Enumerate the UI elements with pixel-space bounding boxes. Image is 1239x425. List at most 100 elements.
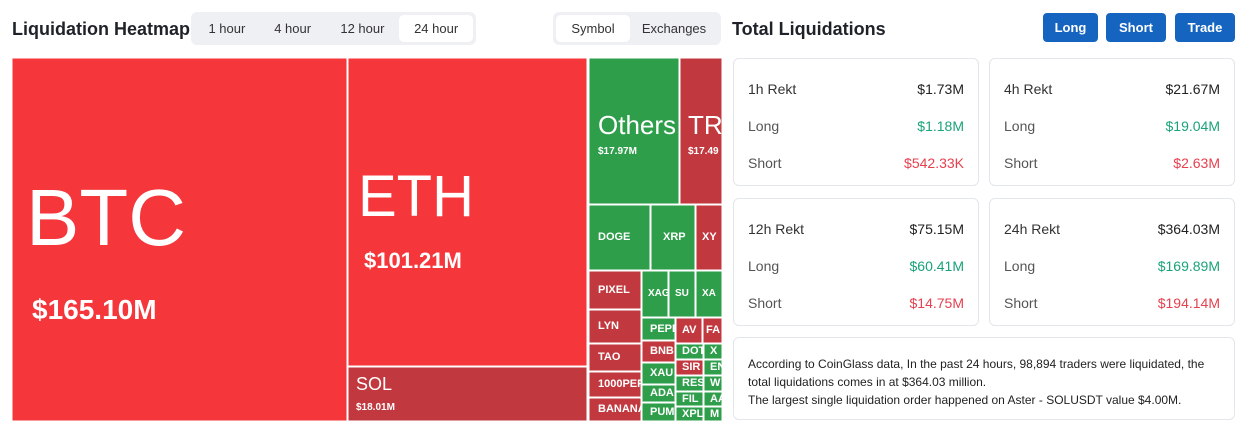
tile: BTC $165.10M [12, 58, 347, 421]
tile: TAO [589, 344, 641, 371]
tile-symbol: XPL [682, 407, 703, 420]
tile-value: $17.49 [688, 146, 719, 157]
tile-symbol: TR [688, 110, 722, 140]
button[interactable]: Short [1106, 13, 1166, 42]
tile: Others $17.97M [589, 58, 679, 204]
button[interactable]: Long [1043, 13, 1098, 42]
row-value: $1.73M [917, 81, 964, 97]
tile-symbol: TAO [598, 351, 621, 363]
tile-symbol: M [710, 407, 720, 420]
tile: SOL $18.01M [348, 367, 587, 421]
tile: AA [704, 392, 722, 406]
tile-symbol: PUM [650, 405, 675, 418]
view-tabs: Symbol Exchanges [553, 12, 721, 45]
tile: M [704, 407, 722, 421]
tile-symbol: X [710, 345, 718, 357]
tile-value: $17.97M [598, 146, 637, 157]
time-tabs: 1 hour 4 hour 12 hour 24 hour [191, 12, 476, 45]
tile: XRP [651, 205, 695, 270]
stat-card: 24h Rekt $364.03M Long $169.89M Short $194.14… [989, 198, 1235, 326]
note-text: The largest single liquidation order hap… [748, 393, 1182, 407]
tile-value: $101.21M [364, 248, 462, 273]
tile: DOT [676, 344, 703, 359]
tile-symbol: BNB [650, 345, 674, 357]
tile: ADA [642, 385, 675, 402]
row-label: Long [1004, 258, 1036, 274]
tile: DOGE [589, 205, 650, 270]
button[interactable]: Trade [1175, 13, 1235, 42]
tile-symbol: ETH [358, 164, 474, 229]
view-tab[interactable]: Exchanges [641, 21, 707, 36]
tile-symbol: XAU [650, 367, 674, 379]
tile-symbol: SIR [682, 361, 701, 373]
tile: PEPE [642, 318, 675, 340]
tile-symbol: BANANA [598, 403, 641, 415]
tile-symbol: FIL [682, 392, 699, 405]
tile-symbol: DOT [682, 345, 703, 357]
tile-symbol: FA [706, 324, 721, 336]
tile-symbol: RES [682, 377, 703, 389]
row-label: 12h Rekt [748, 221, 805, 237]
tile-symbol: PEPE [650, 322, 675, 335]
tile: PIXEL [589, 271, 641, 309]
tile-symbol: 1000PEP [598, 378, 641, 390]
tile: XY [696, 205, 722, 270]
tile: SU [669, 271, 695, 317]
tile: W [704, 376, 722, 391]
row-value: $21.67M [1165, 81, 1220, 97]
tile-symbol: XAG [648, 288, 668, 299]
row-value: $60.41M [909, 258, 964, 274]
tile-symbol: Others [598, 110, 677, 140]
row-value: $19.04M [1165, 118, 1220, 134]
stat-card: 12h Rekt $75.15M Long $60.41M Short $14.75M [733, 198, 979, 326]
tile-symbol: AV [682, 324, 697, 336]
tile-symbol: XA [702, 288, 716, 299]
tile: RES [676, 376, 703, 391]
tile-value: $18.01M [356, 402, 395, 413]
tile-symbol: BTC [26, 173, 186, 262]
time-tab[interactable]: 12 hour [340, 21, 385, 36]
tile-symbol: ADA [650, 387, 674, 399]
tile: XAG [642, 271, 668, 317]
time-tab[interactable]: 24 hour [399, 15, 473, 42]
row-value: $1.18M [917, 118, 964, 134]
tile: PUM [642, 403, 675, 421]
tile: XA [696, 271, 722, 317]
row-value: $194.14M [1157, 295, 1220, 311]
view-tab[interactable]: Symbol [556, 15, 630, 42]
heatmap-title: Liquidation Heatmap [12, 19, 191, 39]
tile-symbol: XY [702, 231, 717, 243]
time-tab[interactable]: 1 hour [208, 21, 246, 36]
row-value: $364.03M [1157, 221, 1220, 237]
tile: FIL [676, 392, 703, 406]
row-label: Long [748, 258, 780, 274]
time-tab[interactable]: 4 hour [274, 21, 312, 36]
row-value: $14.75M [909, 295, 964, 311]
tile: EN [704, 360, 722, 375]
tile: ETH $101.21M [348, 58, 587, 366]
tile: BANANA [589, 398, 641, 421]
tile-symbol: EN [710, 361, 722, 373]
tile: LYN [589, 310, 641, 343]
row-label: Short [748, 155, 782, 171]
tile: BNB [642, 341, 675, 362]
tile: TR $17.49 [680, 58, 722, 204]
tile: XPL [676, 407, 703, 421]
totals-title: Total Liquidations [732, 19, 886, 39]
row-label: Short [1004, 295, 1038, 311]
row-label: 24h Rekt [1004, 221, 1061, 237]
stat-card: 4h Rekt $21.67M Long $19.04M Short $2.63M [989, 58, 1235, 186]
row-label: 4h Rekt [1004, 81, 1053, 97]
tile-symbol: W [710, 377, 721, 389]
tile: XAU [642, 363, 675, 384]
row-label: Short [748, 295, 782, 311]
tile: SIR [676, 360, 703, 375]
tile-symbol: LYN [598, 320, 619, 332]
row-label: Short [1004, 155, 1038, 171]
note: According to CoinGlass data, In the past… [733, 337, 1235, 420]
row-label: Long [748, 118, 780, 134]
tile: FA [703, 318, 722, 343]
tile: X [704, 344, 722, 359]
row-value: $542.33K [904, 155, 964, 171]
row-label: 1h Rekt [748, 81, 797, 97]
